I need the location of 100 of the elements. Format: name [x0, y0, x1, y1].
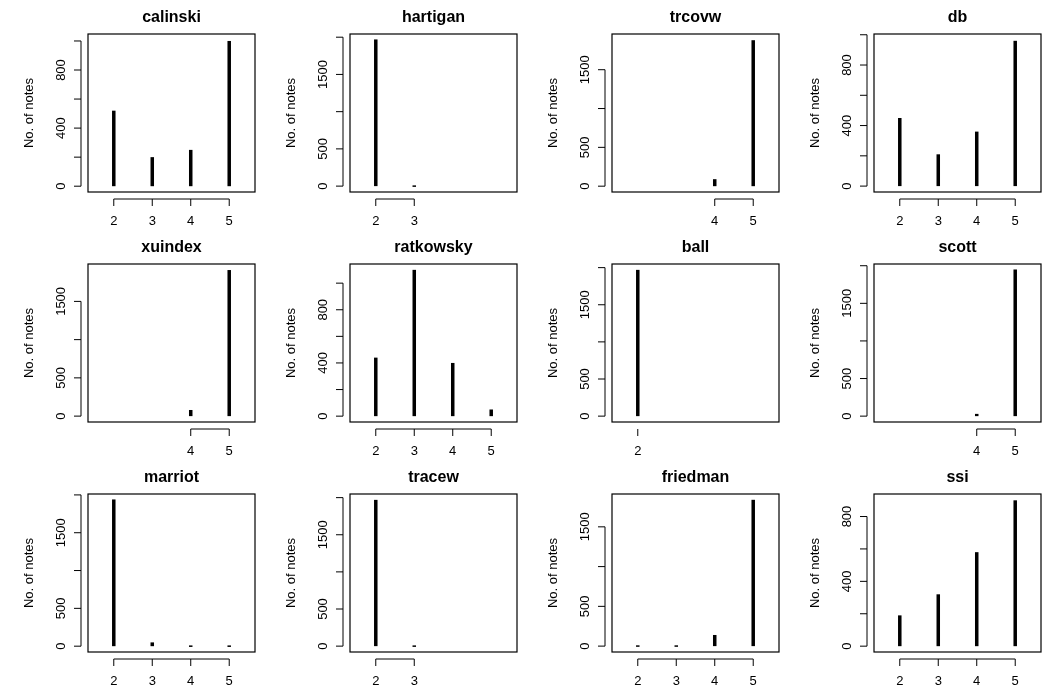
bar [1013, 40, 1017, 187]
x-tick-label: 5 [225, 213, 233, 228]
chart-title: tracew [408, 468, 460, 485]
y-tick-label: 1500 [53, 286, 68, 316]
y-axis-title: No. of notes [21, 77, 36, 149]
x-tick-label: 3 [148, 213, 156, 228]
x-tick-label: 4 [711, 213, 719, 228]
y-tick-label: 400 [839, 570, 854, 593]
y-tick-label: 500 [315, 598, 330, 620]
x-tick-label: 4 [711, 673, 719, 688]
x-tick-label: 5 [225, 443, 233, 458]
y-tick-label: 0 [577, 412, 592, 420]
bar [112, 110, 116, 187]
bar [227, 40, 231, 187]
y-tick-label: 500 [315, 138, 330, 160]
x-tick-label: 3 [148, 673, 156, 688]
y-tick-label: 500 [53, 367, 68, 389]
y-tick-label: 0 [839, 182, 854, 190]
x-tick-label: 5 [1011, 673, 1019, 688]
chart-title: db [947, 8, 968, 25]
chart-title: marriot [143, 468, 200, 485]
x-tick-label: 3 [410, 443, 418, 458]
y-tick-label: 500 [839, 367, 854, 390]
y-tick-label: 0 [315, 642, 330, 650]
chart-title: ratkowsky [394, 238, 473, 255]
y-tick-label: 800 [839, 54, 854, 76]
bar [150, 642, 155, 647]
y-tick-label: 1500 [577, 290, 592, 320]
y-tick-label: 0 [53, 412, 68, 420]
y-tick-label: 0 [53, 182, 68, 190]
y-axis-title: No. of notes [545, 77, 560, 149]
x-tick-label: 4 [187, 443, 195, 458]
chart-title: calinski [142, 8, 201, 25]
y-tick-label: 1500 [577, 55, 592, 85]
x-tick-label: 4 [973, 213, 981, 228]
y-tick-label: 800 [315, 298, 330, 321]
y-tick-label: 500 [577, 136, 592, 159]
chart-title: ball [681, 238, 710, 255]
y-axis-title: No. of notes [807, 307, 822, 379]
x-tick-label: 3 [934, 213, 942, 228]
x-tick-label: 5 [1011, 213, 1019, 228]
y-tick-label: 500 [53, 597, 68, 620]
chart-title: scott [938, 238, 978, 255]
y-tick-label: 0 [53, 642, 68, 650]
y-tick-label: 1500 [577, 512, 592, 542]
x-tick-label: 2 [110, 213, 118, 228]
bar [489, 409, 493, 417]
bar [374, 357, 378, 417]
x-tick-label: 5 [1011, 443, 1019, 458]
x-tick-label: 2 [634, 443, 642, 458]
y-tick-label: 0 [839, 642, 854, 650]
bar [898, 615, 902, 647]
x-tick-label: 5 [749, 673, 757, 688]
y-tick-label: 0 [839, 412, 854, 420]
x-tick-label: 2 [634, 673, 642, 688]
bar [751, 499, 755, 647]
x-tick-label: 4 [973, 673, 981, 688]
y-tick-label: 0 [315, 412, 330, 420]
chart-title: trcovw [669, 8, 722, 25]
x-tick-label: 2 [372, 213, 380, 228]
y-tick-label: 500 [577, 595, 592, 618]
y-tick-label: 0 [577, 182, 592, 190]
x-tick-label: 3 [934, 673, 942, 688]
x-tick-label: 2 [110, 673, 118, 688]
y-tick-label: 0 [315, 182, 330, 190]
bar [1013, 500, 1017, 647]
x-tick-label: 2 [372, 673, 380, 688]
x-tick-label: 4 [187, 673, 195, 688]
y-tick-label: 400 [315, 352, 330, 374]
x-tick-label: 3 [672, 673, 680, 688]
y-axis-title: No. of notes [283, 307, 298, 379]
y-tick-label: 1500 [315, 59, 330, 89]
x-tick-label: 2 [372, 443, 380, 458]
x-tick-label: 3 [410, 213, 418, 228]
x-tick-label: 4 [449, 443, 457, 458]
y-axis-title: No. of notes [21, 537, 36, 609]
x-tick-label: 5 [487, 443, 495, 458]
y-tick-label: 400 [53, 117, 68, 139]
chart-title: hartigan [401, 8, 466, 25]
x-tick-label: 2 [896, 673, 904, 688]
x-tick-label: 4 [187, 213, 195, 228]
y-axis-title: No. of notes [283, 77, 298, 149]
x-tick-label: 5 [225, 673, 233, 688]
y-tick-label: 1500 [53, 518, 68, 548]
y-axis-title: No. of notes [545, 307, 560, 379]
x-tick-label: 3 [410, 673, 418, 688]
y-tick-label: 1500 [315, 520, 330, 550]
y-tick-label: 1500 [839, 288, 854, 318]
y-tick-label: 800 [839, 505, 854, 528]
x-tick-label: 2 [896, 213, 904, 228]
bar [112, 499, 116, 647]
chart-title: xuindex [141, 238, 202, 255]
y-axis-title: No. of notes [283, 537, 298, 609]
y-axis-title: No. of notes [21, 307, 36, 379]
chart-title: friedman [661, 468, 730, 485]
y-tick-label: 500 [577, 368, 592, 390]
y-axis-title: No. of notes [807, 77, 822, 149]
y-axis-title: No. of notes [807, 537, 822, 609]
chart-title: ssi [946, 468, 969, 485]
bar [898, 117, 902, 187]
